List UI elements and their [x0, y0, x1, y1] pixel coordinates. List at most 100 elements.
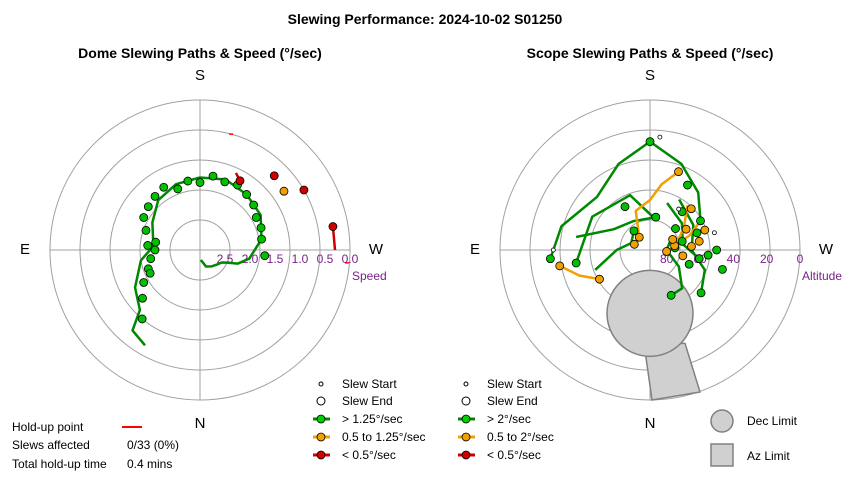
- scope-fast-path: [549, 140, 651, 260]
- dome-fast-point: [195, 178, 205, 187]
- dome-fast-point: [139, 213, 149, 222]
- dome-fast-point: [143, 202, 153, 212]
- scope-fast-point: [712, 245, 722, 255]
- scope-start-point: [550, 247, 556, 253]
- legend-r-start-label: Slew Start: [487, 377, 542, 391]
- legend-fast-label: > 1.25°/sec: [342, 412, 403, 426]
- legend-r-medium-label: 0.5 to 2°/sec: [487, 430, 554, 444]
- scope-medium-point: [681, 224, 691, 234]
- scope-fast-point: [671, 224, 680, 233]
- legend-az-limit-label: Az Limit: [747, 449, 790, 463]
- scope-medium-point: [662, 247, 672, 256]
- scope-fast-point: [571, 258, 581, 268]
- dome-fast-point: [251, 213, 261, 222]
- dome-fast-point: [146, 254, 156, 264]
- dome-fast-point: [256, 223, 266, 233]
- dome-fast-point: [173, 184, 183, 194]
- total-holdup-label: Total hold-up time: [12, 457, 107, 471]
- legend-start-label: Slew Start: [342, 377, 397, 391]
- dome-fast-point: [151, 237, 161, 247]
- slews-affected-label: Slews affected: [12, 438, 90, 452]
- scope-medium-point: [668, 235, 678, 244]
- dome-marks: [131, 133, 349, 347]
- total-holdup-value: 0.4 mins: [127, 457, 172, 471]
- dome-slow-point: [328, 222, 338, 231]
- dome-fast-point: [137, 314, 147, 324]
- legend-r-fast-marker: [461, 414, 471, 424]
- legend-slow-label: < 0.5°/sec: [342, 448, 396, 462]
- dome-compass-right: W: [369, 241, 384, 258]
- chart-title: Slewing Performance: 2024-10-02 S01250: [288, 11, 563, 27]
- scope-start-point: [676, 206, 682, 212]
- legend-end-marker: [316, 396, 326, 406]
- legend-dec-limit-label: Dec Limit: [747, 414, 798, 428]
- dome-polar-chart: Dome Slewing Paths & Speed (°/sec) S N E…: [20, 45, 387, 432]
- legend-az-limit-icon: [710, 443, 734, 467]
- scope-limits: [606, 269, 701, 401]
- dome-fast-point: [141, 225, 151, 235]
- scope-fast-point: [696, 216, 705, 226]
- dome-fast-point: [159, 182, 169, 192]
- dome-compass-left: E: [20, 241, 30, 258]
- legend-start-marker: [318, 381, 324, 387]
- scope-fast-point: [666, 290, 676, 300]
- legend-slow-marker: [316, 450, 326, 460]
- scope-fast-point: [651, 212, 661, 222]
- scope-fast-path: [575, 215, 657, 239]
- scope-fast-path: [594, 230, 636, 271]
- dome-fast-point: [150, 245, 160, 255]
- dome-fast-point: [145, 268, 155, 278]
- legend-r-slow-label: < 0.5°/sec: [487, 448, 541, 462]
- dome-tick-label: 0.5: [317, 252, 334, 266]
- scope-medium-path: [634, 170, 680, 238]
- dome-tick-label: 1.5: [267, 252, 284, 266]
- scope-polar-chart: Scope Slewing Paths & Speed (°/sec) S N …: [470, 45, 842, 432]
- slews-affected-value: 0/33 (0%): [127, 438, 179, 452]
- dome-slow-point: [269, 171, 279, 181]
- scope-legend: Slew Start Slew End > 2°/sec 0.5 to 2°/s…: [458, 377, 798, 467]
- legend-r-end-marker: [461, 396, 471, 406]
- dome-grid: [49, 99, 351, 401]
- scope-chart-title: Scope Slewing Paths & Speed (°/sec): [527, 45, 774, 61]
- scope-fast-path: [649, 140, 702, 221]
- scope-fast-point: [683, 180, 692, 190]
- dome-fast-point: [138, 293, 147, 303]
- dome-fast-point: [260, 251, 270, 261]
- scope-compass-left: E: [470, 241, 480, 258]
- scope-compass-bottom: N: [645, 415, 656, 432]
- dome-compass-bottom: N: [195, 415, 206, 432]
- holdup-info: Hold-up point Slews affected 0/33 (0%) T…: [12, 420, 179, 471]
- scope-fast-point: [696, 288, 706, 298]
- dome-medium-point: [279, 186, 289, 196]
- legend-medium-marker: [316, 432, 326, 442]
- scope-tick-label: 40: [727, 252, 741, 266]
- scope-medium-point: [694, 236, 704, 246]
- dome-tick-label: 1.0: [292, 252, 309, 266]
- scope-compass-top: S: [645, 67, 655, 84]
- scope-tick-label: 20: [760, 252, 774, 266]
- dome-fast-point: [208, 171, 218, 181]
- legend-r-end-label: Slew End: [487, 394, 538, 408]
- scope-fast-point: [620, 202, 630, 212]
- dome-fast-point: [150, 191, 160, 201]
- scope-fast-point: [718, 265, 727, 274]
- scope-fast-point: [703, 250, 713, 260]
- scope-radial-label: Altitude: [802, 269, 842, 283]
- dome-legend: Slew Start Slew End > 1.25°/sec 0.5 to 1…: [313, 377, 426, 462]
- scope-fast-point: [629, 226, 639, 236]
- legend-dec-limit-icon: [710, 409, 734, 433]
- scope-medium-point: [555, 261, 565, 271]
- dome-fast-point: [242, 190, 252, 199]
- dome-tick-label: 0.0: [342, 252, 359, 266]
- dome-slow-point: [299, 185, 309, 195]
- scope-radial-ticks: 806040200: [660, 252, 804, 266]
- scope-fast-point: [692, 228, 702, 238]
- scope-fast-point: [694, 254, 704, 264]
- legend-fast-marker: [316, 414, 326, 424]
- scope-fast-point: [684, 259, 694, 269]
- scope-medium-point: [595, 274, 604, 284]
- scope-medium-point: [634, 232, 644, 242]
- dome-slow-point: [235, 176, 245, 186]
- scope-medium-point: [629, 239, 639, 249]
